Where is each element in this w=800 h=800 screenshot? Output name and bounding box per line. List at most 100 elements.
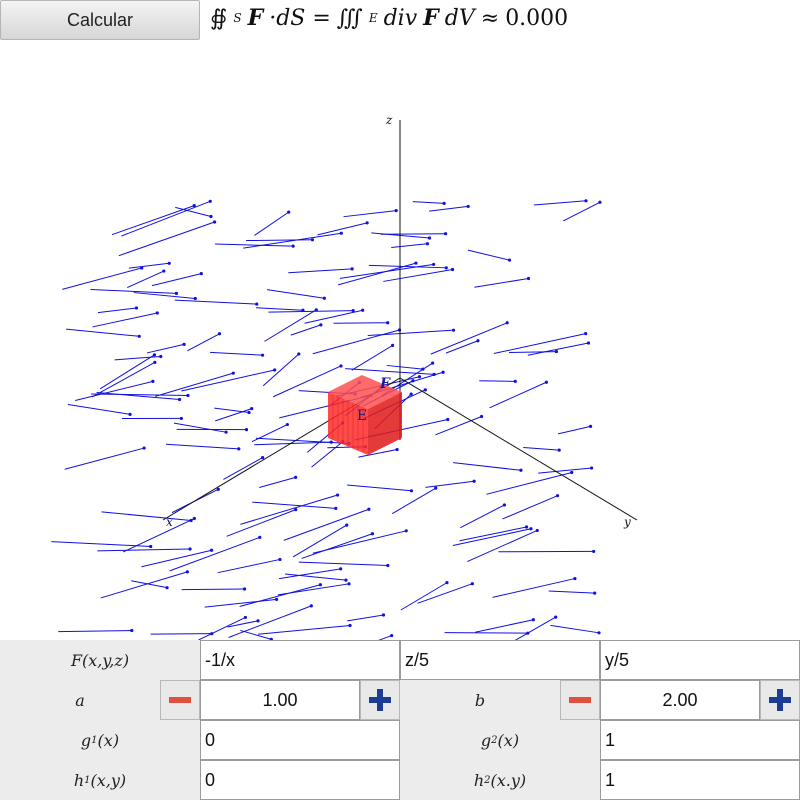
field-component-q-input[interactable] — [400, 640, 600, 680]
field-arrow — [254, 441, 332, 446]
box-right-face — [368, 392, 402, 455]
field-component-r-input[interactable] — [600, 640, 800, 680]
field-arrow-head — [409, 392, 413, 396]
field-vector-label: F — [379, 376, 391, 392]
h1-input[interactable] — [200, 760, 400, 800]
vector-field-plot[interactable]: z x y E F — [0, 40, 800, 640]
field-arrow — [173, 422, 227, 433]
b-decrement-button[interactable] — [560, 680, 600, 720]
field-component-p-input[interactable] — [200, 640, 400, 680]
field-arrow — [215, 243, 294, 247]
x-axis-label: x — [166, 515, 173, 529]
field-arrow — [474, 619, 534, 633]
y-axis-label: y — [623, 515, 631, 529]
plus-icon — [769, 689, 791, 711]
g2-input[interactable] — [600, 720, 800, 760]
field-arrow — [283, 508, 370, 541]
field-arrow-head — [243, 615, 248, 620]
field-arrow-head — [167, 261, 171, 265]
field-arrow-head — [395, 447, 399, 452]
field-arrow-head — [192, 204, 196, 208]
field-arrow-head — [258, 535, 262, 539]
field-arrow-head — [451, 328, 456, 332]
field-arrow-head — [441, 370, 445, 374]
calculate-button[interactable]: Calcular — [0, 0, 200, 40]
g1-name: g — [80, 730, 92, 750]
field-arrow-head — [294, 475, 298, 480]
field-arrow — [62, 267, 142, 290]
field-arrow — [97, 548, 191, 552]
field-arrow — [391, 243, 428, 248]
field-arrow-head — [557, 448, 561, 452]
field-arrow-head — [335, 493, 340, 497]
field-arrow-head — [130, 628, 134, 633]
b-increment-button[interactable] — [760, 680, 800, 720]
field-arrow — [429, 205, 469, 212]
field-arrow — [304, 309, 363, 324]
field-arrow-head — [423, 388, 427, 392]
a-increment-button[interactable] — [360, 680, 400, 720]
field-arrow — [343, 210, 397, 218]
volume-integral-symbol: ∭ — [336, 5, 363, 31]
field-arrow-head — [592, 549, 596, 554]
field-arrow-head — [526, 631, 530, 635]
field-arrow-head — [445, 581, 449, 585]
plot-canvas[interactable]: z x y E F — [0, 40, 800, 640]
field-arrow-head — [285, 422, 289, 427]
field-arrow-head — [502, 503, 507, 507]
field-arrow — [279, 568, 341, 580]
field-arrow-head — [397, 328, 402, 332]
field-arrow-head — [165, 586, 169, 590]
field-arrow — [187, 333, 220, 352]
field-arrow — [444, 632, 528, 634]
field-arrow-head — [554, 349, 558, 354]
g1-input[interactable] — [200, 720, 400, 760]
field-arrow-head — [425, 242, 430, 246]
field-arrow — [226, 509, 296, 537]
field-arrow-head — [386, 321, 390, 325]
h1-args: (x,y) — [90, 770, 127, 790]
field-arrow-head — [309, 604, 313, 608]
field-arrow — [239, 584, 321, 607]
field-arrow-head — [365, 221, 369, 225]
field-arrow — [246, 239, 313, 242]
field-arrow-head — [255, 302, 259, 306]
field-arrow — [467, 529, 538, 563]
a-decrement-button[interactable] — [160, 680, 200, 720]
field-arrow — [492, 578, 576, 598]
field-arrow-head — [479, 414, 484, 419]
field-arrow-head — [529, 527, 533, 531]
field-arrow — [100, 571, 188, 599]
field-arrow-head — [250, 407, 254, 411]
field-arrow — [127, 270, 165, 289]
field-arrow-head — [350, 267, 354, 271]
b-value-input[interactable] — [600, 680, 760, 720]
field-arrow — [345, 368, 435, 375]
field-arrow-head — [432, 372, 436, 377]
surface-subscript: S — [233, 11, 242, 25]
field-arrow-head — [261, 455, 265, 460]
field-arrow — [527, 342, 589, 356]
field-arrow-head — [584, 199, 588, 203]
field-arrow-head — [247, 410, 251, 415]
field-arrow-head — [287, 210, 291, 214]
z-axis-label: z — [385, 113, 393, 127]
field-arrow-head — [598, 200, 602, 204]
field-arrow — [114, 355, 161, 361]
h2-name: h — [473, 770, 485, 790]
field-arrow-head — [394, 209, 398, 213]
a-value-input[interactable] — [200, 680, 360, 720]
field-arrow — [298, 561, 388, 567]
field-arrow — [502, 495, 558, 520]
field-arrow — [292, 524, 347, 558]
field-arrow — [75, 380, 153, 401]
box-top-face — [328, 375, 402, 409]
field-arrow-head — [573, 576, 577, 581]
field-arrow — [122, 518, 195, 553]
h-bounds-row: h1(x,y) h2(x.y) — [0, 760, 800, 800]
field-arrow — [128, 262, 170, 269]
field-arrow-head — [476, 339, 480, 343]
field-arrow — [255, 307, 303, 311]
field-arrow-head — [314, 308, 318, 312]
h2-input[interactable] — [600, 760, 800, 800]
